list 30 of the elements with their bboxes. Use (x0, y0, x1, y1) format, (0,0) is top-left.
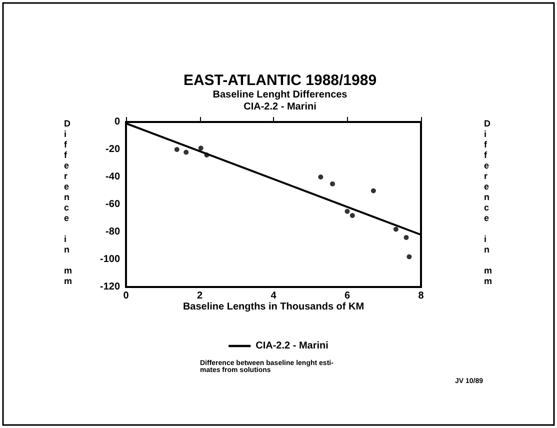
legend-label: CIA-2.2 - Marini (256, 340, 329, 352)
point (174, 147, 180, 152)
point (406, 254, 412, 260)
point (198, 146, 204, 151)
point (393, 226, 398, 232)
x-tick-label: 0 (123, 290, 130, 302)
y-tick-label: -80 (106, 226, 120, 238)
y-tick-label: -100 (100, 254, 120, 265)
point (370, 188, 376, 194)
text: Difference in mm (484, 118, 492, 286)
point (330, 181, 335, 186)
x-tick-label: 6 (344, 290, 350, 302)
point (204, 152, 210, 158)
x-axis-title: Baseline Lengths in Thousands of KM (182, 301, 364, 312)
chart-subtitle: Baseline Lenght Differences CIA-2.2 - Marini (212, 90, 348, 112)
x-tick-label: 4 (270, 290, 277, 302)
chart-title: EAST-ATLANTIC 1988/1989 (183, 72, 377, 89)
y-tick-label: -40 (106, 172, 120, 182)
y-tick-label: -60 (106, 199, 120, 210)
y-tick-label: -120 (100, 282, 120, 292)
y-tick-label: -20 (106, 144, 120, 155)
y-tick-label: 0 (114, 116, 120, 128)
text: Difference in mm (64, 118, 72, 286)
point (184, 150, 189, 155)
x-tick-label: 8 (418, 290, 424, 302)
point (318, 174, 324, 180)
x-tick-label: 2 (196, 290, 203, 302)
point (404, 235, 409, 240)
point (344, 208, 350, 214)
point (350, 213, 355, 218)
